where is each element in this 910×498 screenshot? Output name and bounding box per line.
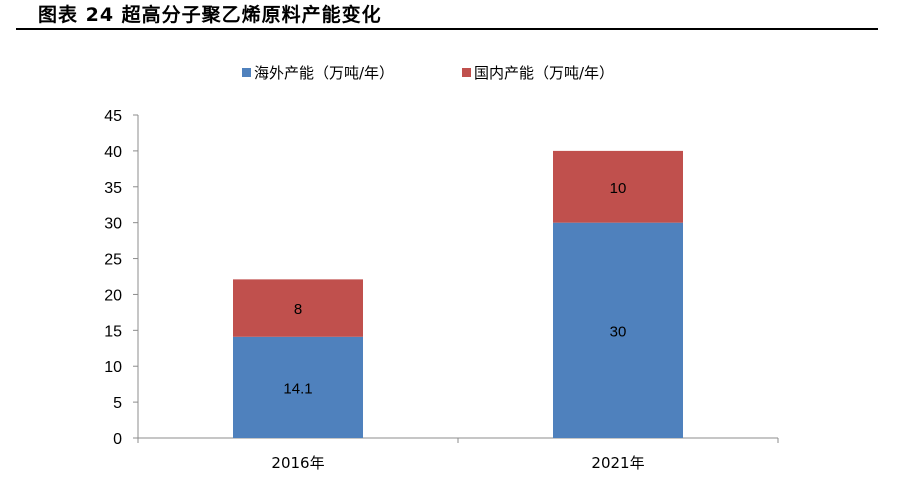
- y-tick-label: 30: [104, 216, 122, 233]
- y-tick-label: 25: [104, 252, 122, 269]
- bar-segment-domestic: [553, 150, 683, 223]
- x-category-label: 2021年: [591, 454, 644, 472]
- x-category-label: 2016年: [271, 454, 324, 472]
- legend-label-domestic: 国内产能（万吨/年）: [474, 64, 615, 82]
- chart-legend: 海外产能（万吨/年） 国内产能（万吨/年）: [0, 62, 910, 86]
- legend-swatch-domestic: [462, 68, 471, 77]
- y-tick-label: 15: [104, 323, 122, 340]
- y-tick-label: 40: [104, 144, 122, 161]
- title-divider: [16, 28, 878, 30]
- legend-item-overseas: 海外产能（万吨/年）: [242, 62, 394, 83]
- y-tick-label: 20: [104, 287, 122, 304]
- y-tick-label: 10: [104, 359, 122, 376]
- legend-swatch-overseas: [242, 68, 251, 77]
- y-tick-label: 35: [104, 180, 122, 197]
- data-label: 10: [610, 180, 627, 197]
- bar-segment-domestic: [233, 279, 363, 337]
- y-tick-label: 0: [113, 431, 122, 448]
- y-tick-label: 5: [113, 395, 122, 412]
- data-label: 14.1: [283, 380, 312, 397]
- legend-item-domestic: 国内产能（万吨/年）: [462, 62, 614, 83]
- data-label: 30: [610, 323, 627, 340]
- legend-label-overseas: 海外产能（万吨/年）: [254, 64, 395, 82]
- figure-title: 图表 24 超高分子聚乙烯原料产能变化: [38, 4, 382, 26]
- bar-segment-overseas: [553, 222, 683, 438]
- y-tick-label: 45: [104, 108, 122, 125]
- data-label: 8: [294, 301, 302, 318]
- bar-segment-overseas: [233, 336, 363, 438]
